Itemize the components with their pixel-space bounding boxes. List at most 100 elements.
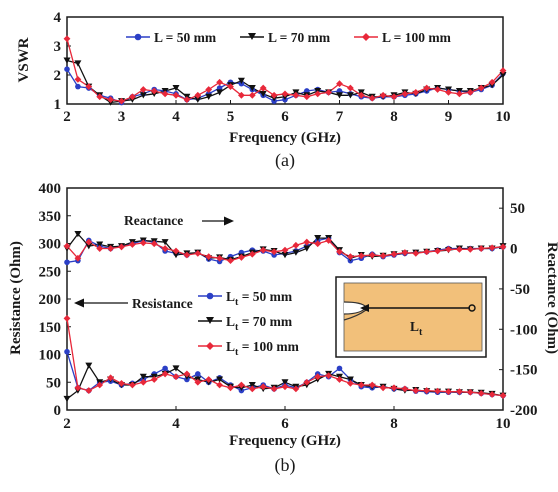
panel-b-resistance-point-s1 xyxy=(281,379,289,386)
panel-b-reactance-point-s2 xyxy=(401,249,409,256)
panel-b-resistance-point-s2 xyxy=(161,370,169,378)
panel-a-point-s2 xyxy=(107,96,114,104)
panel-b-left-y-tick-label: 300 xyxy=(39,237,62,253)
panel-b-resistance-point-s1 xyxy=(85,362,93,369)
panel-a-point-s2 xyxy=(477,84,485,92)
panel-b-resistance-point-s2 xyxy=(456,388,463,396)
legend-b-label-100: Lt = 100 mm xyxy=(226,339,300,358)
panel-b-resistance-point-s2 xyxy=(357,381,365,389)
legend-a-label-70: L = 70 mm xyxy=(268,30,331,45)
panel-b-reactance-point-s2 xyxy=(390,250,398,258)
panel-b-reactance-point-s2 xyxy=(63,242,71,250)
panel-b-resistance-point-s0 xyxy=(64,348,70,355)
panel-a-x-tick-label: 6 xyxy=(281,109,289,125)
panel-a-y-axis-label: VSWR xyxy=(16,37,32,82)
panel-b-resistance-point-s2 xyxy=(466,388,474,396)
panel-a-point-s2 xyxy=(368,94,376,102)
panel-a-point-s1 xyxy=(259,90,267,98)
panel-b-markers xyxy=(63,231,507,403)
panel-a-point-s2 xyxy=(325,89,332,96)
panel-b-reactance-point-s2 xyxy=(161,245,169,252)
panel-b-resistance-point-s2 xyxy=(390,384,398,392)
panel-b-x-tick-label: 10 xyxy=(496,416,511,432)
panel-b-resistance-point-s2 xyxy=(194,378,202,386)
inset-arrow-left-head xyxy=(360,304,369,312)
panel-b-reactance-point-s2 xyxy=(466,245,474,253)
panel-b-left-y-tick-label: 50 xyxy=(46,375,61,391)
panel-b-resistance-point-s0 xyxy=(336,365,343,372)
panel-b-reactance-point-s2 xyxy=(238,254,245,261)
panel-b-reactance-point-s2 xyxy=(107,245,114,252)
panel-b-x-tick-label: 8 xyxy=(390,416,398,432)
panel-b-right-y-tick-label: -200 xyxy=(510,403,538,419)
panel-b-reactance-point-s2 xyxy=(118,243,125,251)
panel-a-point-s1 xyxy=(172,85,180,92)
panel-a-point-s1 xyxy=(499,72,507,79)
panel-a-y-tick-label: 1 xyxy=(54,97,62,113)
panel-a-point-s2 xyxy=(74,75,82,83)
panel-a-point-s2 xyxy=(314,90,322,98)
panel-a-x-tick-label: 4 xyxy=(172,109,180,125)
panel-b-reactance-point-s2 xyxy=(172,247,180,255)
panel-b-reactance-point-s2 xyxy=(412,249,420,257)
antenna-inset: Lt xyxy=(335,276,487,358)
panel-b-resistance-point-s2 xyxy=(281,383,289,391)
panel-a-point-s2 xyxy=(412,89,420,96)
panel-b-resistance-point-s2 xyxy=(129,381,136,389)
panel-a-point-s1 xyxy=(205,93,213,100)
panel-a-x-tick-label: 5 xyxy=(227,109,235,125)
panel-a-point-s1 xyxy=(248,85,256,92)
panel-b-reactance-point-s2 xyxy=(248,250,256,258)
panel-b-resistance-point-s2 xyxy=(423,387,431,394)
panel-a-point-s2 xyxy=(118,97,125,105)
panel-b-resistance-point-s2 xyxy=(172,373,180,381)
panel-b-left-y-axis-label: Resistance (Ohm) xyxy=(8,241,24,355)
panel-a-point-s1 xyxy=(74,60,82,67)
panel-b-reactance-point-s2 xyxy=(314,240,322,248)
panel-b-reactance-point-s2 xyxy=(499,243,507,251)
panel-b-left-y-tick-label: 0 xyxy=(54,403,62,419)
panel-b-reactance-point-s2 xyxy=(445,245,452,253)
panel-b-resistance-point-s2 xyxy=(85,387,93,394)
panel-b-resistance-point-s2 xyxy=(368,381,376,389)
panel-a-point-s2 xyxy=(183,96,191,104)
panel-b-reactance-point-s1 xyxy=(161,239,169,246)
resistance-arrow-head xyxy=(74,298,84,308)
panel-b-reactance-point-s2 xyxy=(488,244,496,252)
panel-b-reactance-point-s1 xyxy=(96,241,104,248)
panel-a-point-s2 xyxy=(194,91,202,99)
panel-a-point-s2 xyxy=(129,93,136,101)
panel-b-resistance-point-s0 xyxy=(162,365,168,372)
legend-b-label-70: Lt = 70 mm xyxy=(226,314,293,333)
panel-a-point-s1 xyxy=(336,92,343,99)
panel-b-resistance-point-s2 xyxy=(325,372,332,379)
panel-b-x-tick-label: 6 xyxy=(281,416,289,432)
legend-a-label-50: L = 50 mm xyxy=(154,30,217,45)
resistance-annotation: Resistance xyxy=(74,296,193,311)
panel-a-point-s2 xyxy=(85,83,93,90)
panel-b-left-y-tick-label: 150 xyxy=(39,320,62,336)
panel-a-y-tick-label: 4 xyxy=(54,10,62,26)
panel-b-reactance-point-s1 xyxy=(314,235,322,242)
panel-b-resistance-point-s2 xyxy=(347,379,354,387)
panel-b-right-y-tick-label: -100 xyxy=(510,322,538,338)
panel-b-reactance-point-s0 xyxy=(64,259,70,266)
panel-b-right-y-tick-label: 50 xyxy=(510,201,525,217)
panel-a-x-tick-label: 7 xyxy=(336,109,344,125)
panel-a-point-s2 xyxy=(227,83,234,90)
panel-a-caption: (a) xyxy=(275,150,295,171)
panel-b-reactance-point-s2 xyxy=(74,254,82,262)
panel-b-reactance-point-s2 xyxy=(96,245,104,252)
panel-b-resistance-point-s2 xyxy=(270,385,278,393)
panel-a-legend: L = 50 mm L = 70 mm L = 100 mm xyxy=(124,26,476,48)
panel-b-resistance-point-s2 xyxy=(445,388,452,396)
panel-b-caption: (b) xyxy=(275,455,296,476)
panel-a-x-tick-label: 8 xyxy=(390,109,398,125)
panel-b-reactance-point-s1 xyxy=(74,231,82,238)
panel-b-legend: Lt = 50 mm Lt = 70 mm Lt = 100 mm xyxy=(196,283,331,363)
panel-a-point-s2 xyxy=(205,86,213,93)
legend-a-marker-50 xyxy=(134,33,142,41)
panel-b-reactance-point-s2 xyxy=(357,252,365,260)
